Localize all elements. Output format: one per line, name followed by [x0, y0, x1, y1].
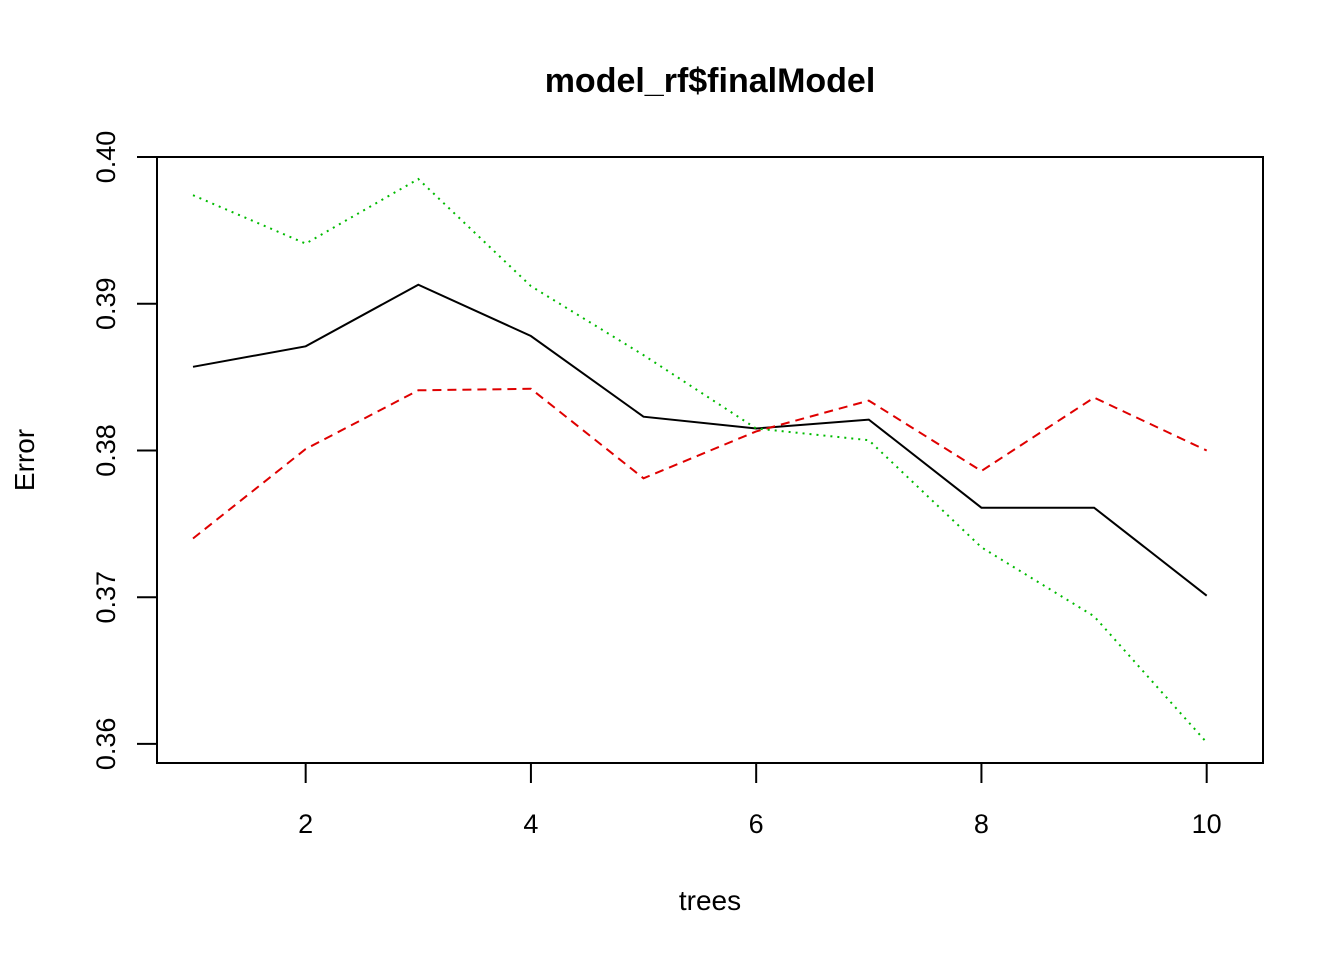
- x-tick-label: 4: [523, 809, 538, 839]
- y-axis: 0.36 0.37 0.38 0.39 0.40: [91, 131, 158, 771]
- y-tick-label: 0.38: [91, 424, 121, 477]
- series-line-2: [192, 387, 1208, 540]
- y-tick-label: 0.36: [91, 718, 121, 771]
- y-axis-title: Error: [9, 429, 40, 491]
- x-tick-label: 8: [974, 809, 989, 839]
- x-tick-label: 6: [749, 809, 764, 839]
- y-tick-label: 0.40: [91, 131, 121, 184]
- series-line-3: [192, 177, 1208, 744]
- series-line-1: [192, 283, 1208, 597]
- x-tick-label: 10: [1192, 809, 1222, 839]
- x-axis: 2 4 6 8 10: [298, 762, 1222, 839]
- chart-title: model_rf$finalModel: [545, 62, 876, 100]
- x-tick-label: 2: [298, 809, 313, 839]
- y-tick-label: 0.37: [91, 571, 121, 624]
- plot-frame: [156, 156, 1264, 764]
- y-tick-label: 0.39: [91, 277, 121, 330]
- x-axis-title: trees: [679, 885, 741, 916]
- series-layer: [192, 177, 1208, 744]
